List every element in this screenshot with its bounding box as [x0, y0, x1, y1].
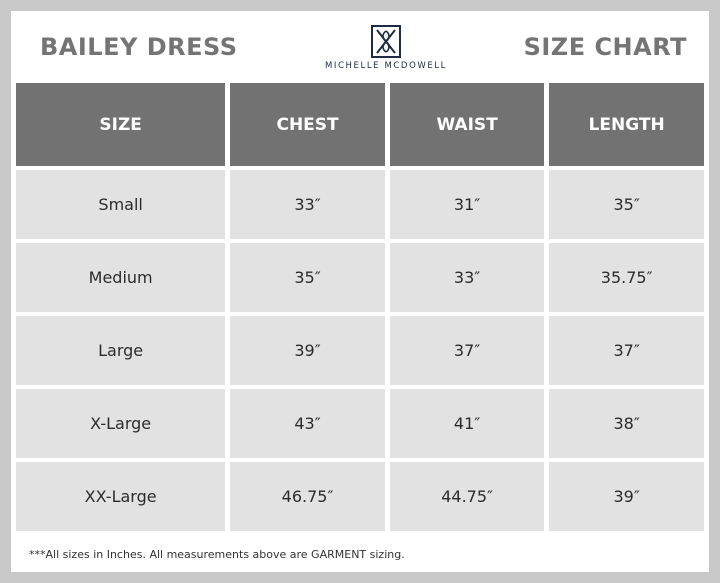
- size-cell: Small: [16, 170, 226, 239]
- chest-cell: 33″: [230, 170, 385, 239]
- brand-logo: MICHELLE MCDOWELL: [315, 25, 457, 77]
- product-title: BAILEY DRESS: [40, 33, 238, 61]
- length-cell: 35.75″: [549, 243, 704, 312]
- waist-cell: 37″: [389, 316, 545, 385]
- waist-cell: 44.75″: [389, 462, 545, 531]
- table-row: Medium 35″ 33″ 35.75″: [16, 243, 704, 312]
- chart-title: SIZE CHART: [523, 33, 687, 61]
- table-row: XX-Large 46.75″ 44.75″ 39″: [16, 462, 704, 531]
- waist-cell: 41″: [389, 389, 545, 458]
- column-header-length: LENGTH: [549, 83, 704, 166]
- brand-name: MICHELLE MCDOWELL: [324, 61, 448, 71]
- waist-cell: 33″: [389, 243, 545, 312]
- size-table: SIZE CHEST WAIST LENGTH Small 33″ 31″ 35…: [11, 79, 709, 535]
- size-cell: XX-Large: [16, 462, 226, 531]
- length-cell: 39″: [549, 462, 704, 531]
- table-row: X-Large 43″ 41″ 38″: [16, 389, 704, 458]
- size-chart-sheet: BAILEY DRESS MICHELLE MCDOWELL SIZE CHAR…: [11, 11, 709, 572]
- column-header-chest: CHEST: [230, 83, 385, 166]
- table-row: Large 39″ 37″ 37″: [16, 316, 704, 385]
- length-cell: 37″: [549, 316, 704, 385]
- size-cell: Large: [16, 316, 226, 385]
- chest-cell: 46.75″: [230, 462, 385, 531]
- table-header-row: SIZE CHEST WAIST LENGTH: [16, 83, 704, 166]
- table-row: Small 33″ 31″ 35″: [16, 170, 704, 239]
- chest-cell: 39″: [230, 316, 385, 385]
- chart-header: BAILEY DRESS MICHELLE MCDOWELL SIZE CHAR…: [11, 11, 709, 83]
- sizing-footnote: ***All sizes in Inches. All measurements…: [29, 548, 405, 561]
- length-cell: 38″: [549, 389, 704, 458]
- column-header-waist: WAIST: [389, 83, 545, 166]
- column-header-size: SIZE: [16, 83, 226, 166]
- monogram-crossed-diamond-icon: [371, 25, 401, 58]
- size-cell: Medium: [16, 243, 226, 312]
- chest-cell: 35″: [230, 243, 385, 312]
- size-cell: X-Large: [16, 389, 226, 458]
- waist-cell: 31″: [389, 170, 545, 239]
- length-cell: 35″: [549, 170, 704, 239]
- chest-cell: 43″: [230, 389, 385, 458]
